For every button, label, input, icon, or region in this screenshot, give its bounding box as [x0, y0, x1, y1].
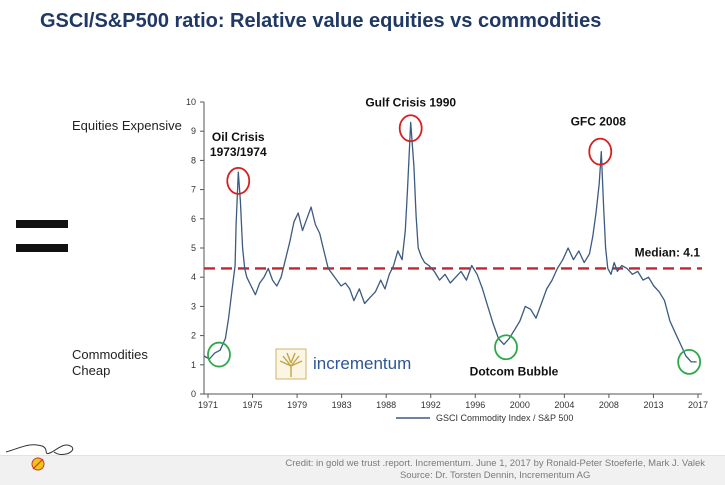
- trough-circle: [494, 334, 518, 361]
- y-tick-label: 7: [191, 185, 196, 195]
- y-tick-label: 1: [191, 360, 196, 370]
- y-tick-label: 3: [191, 301, 196, 311]
- median-label: Median: 4.1: [635, 245, 701, 259]
- footer-band: [0, 455, 725, 485]
- y-tick-label: 6: [191, 214, 196, 224]
- annotation-label: GFC 2008: [571, 115, 627, 129]
- equals-sign-icon: [16, 220, 68, 254]
- ratio-chart: 0 1 2 3 4 5 6 7 8 9 10 1971 1975 1979 1983 1988 1992 1996…: [186, 95, 708, 423]
- y-tick-label: 0: [191, 389, 196, 399]
- y-tick-label: 5: [191, 243, 196, 253]
- peak-circle: [226, 166, 251, 195]
- y-tick-label: 2: [191, 331, 196, 341]
- legend-label: GSCI Commodity Index / S&P 500: [436, 413, 573, 423]
- y-tick-label: 4: [191, 272, 196, 282]
- x-tick-label: 2008: [599, 400, 619, 410]
- credit-text: Credit: in gold we trust .report. Increm…: [285, 458, 705, 482]
- annotation-label: Oil Crisis: [212, 130, 265, 144]
- x-tick-label: 2000: [510, 400, 530, 410]
- y-tick-label: 8: [191, 155, 196, 165]
- credit-line-2: Source: Dr. Torsten Dennin, Incrementum …: [399, 470, 591, 481]
- x-tick-label: 1996: [465, 400, 485, 410]
- signature-icon: [5, 444, 74, 471]
- x-tick-label: 1979: [287, 400, 307, 410]
- brand-name: incrementum: [313, 354, 411, 373]
- x-tick-label: 2013: [643, 400, 663, 410]
- commodities-cheap-label: Commodities Cheap: [72, 347, 148, 378]
- page-title: GSCI/S&P500 ratio: Relative value equiti…: [40, 10, 602, 32]
- trough-circle: [207, 341, 231, 368]
- x-tick-label: 2004: [554, 400, 574, 410]
- x-tick-label: 2017: [688, 400, 708, 410]
- incrementum-logo: incrementum: [275, 348, 411, 380]
- series-line-gsci-sp500: [203, 121, 697, 363]
- trough-circle: [677, 348, 702, 375]
- y-tick-label: 9: [191, 126, 196, 136]
- annotation-label: 1973/1974: [210, 145, 267, 159]
- x-tick-label: 1992: [421, 400, 441, 410]
- credit-line-1: Credit: in gold we trust .report. Increm…: [285, 458, 705, 469]
- annotation-label: Dotcom Bubble: [470, 364, 559, 378]
- peak-circle: [398, 114, 423, 143]
- y-tick-label: 10: [186, 97, 196, 107]
- x-tick-label: 1971: [198, 400, 218, 410]
- equities-expensive-label: Equities Expensive: [72, 118, 182, 133]
- tree-logo-icon: [275, 348, 307, 380]
- peak-circle: [588, 137, 613, 166]
- x-tick-label: 1988: [376, 400, 396, 410]
- annotation-label: Gulf Crisis 1990: [365, 95, 456, 109]
- x-tick-label: 1975: [243, 400, 263, 410]
- x-tick-label: 1983: [332, 400, 352, 410]
